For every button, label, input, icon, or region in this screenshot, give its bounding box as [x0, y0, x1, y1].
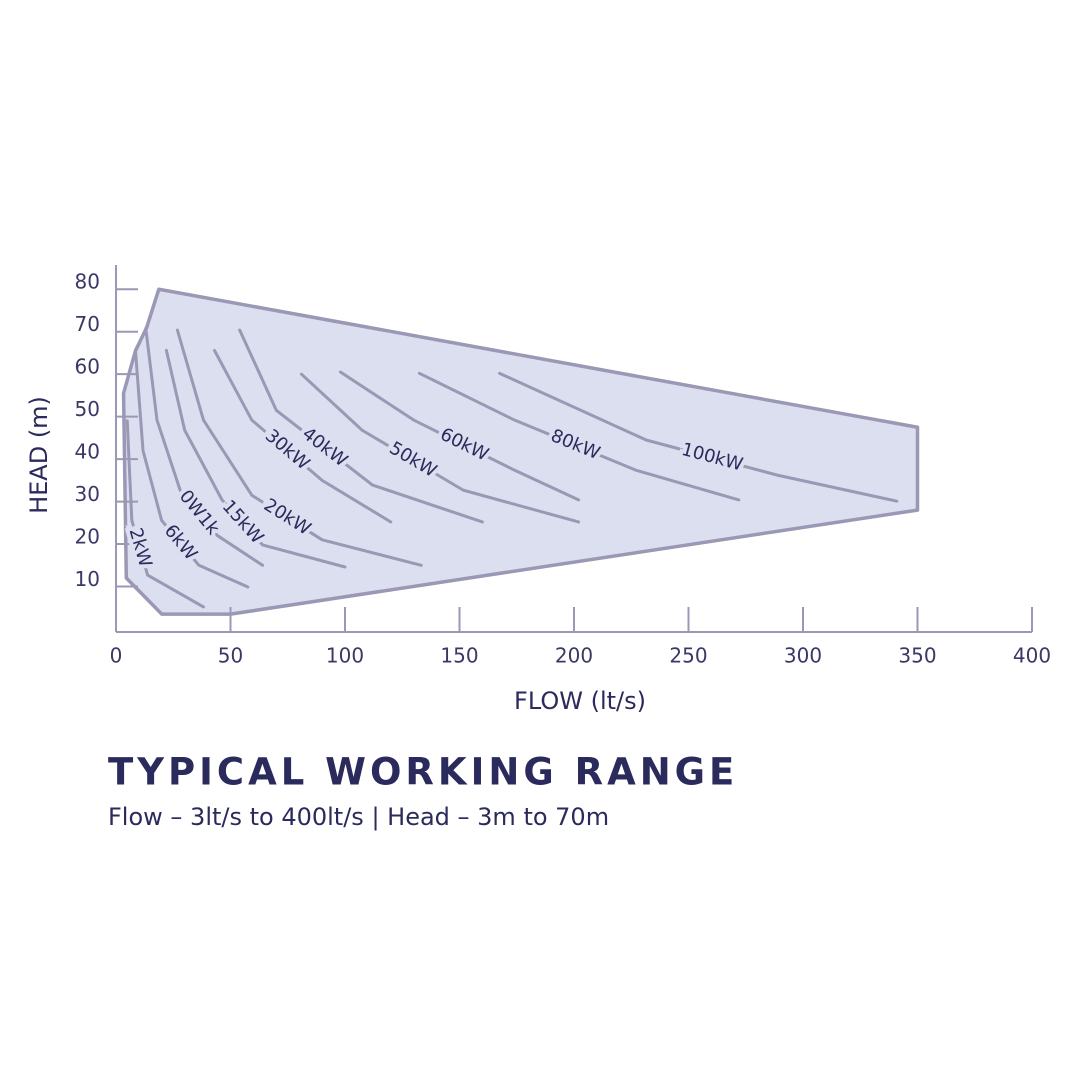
x-axis-label: FLOW (lt/s)	[514, 687, 646, 715]
x-tick-label: 0	[110, 644, 123, 668]
x-tick-label: 50	[218, 644, 243, 668]
x-tick-label: 100	[326, 644, 364, 668]
x-tick-label: 350	[898, 644, 936, 668]
x-tick-label: 200	[555, 644, 593, 668]
y-axis-label: HEAD (m)	[25, 396, 53, 514]
power-curve	[498, 371, 899, 503]
power-curve	[175, 328, 423, 567]
y-tick-label: 30	[75, 482, 100, 506]
power-curve	[417, 371, 741, 502]
y-tick-label: 40	[75, 440, 100, 464]
power-curve	[125, 419, 205, 609]
x-tick-label: 300	[784, 644, 822, 668]
power-curve	[164, 348, 347, 569]
y-tick-label: 50	[75, 397, 100, 421]
power-curve	[133, 348, 250, 589]
x-tick-label: 150	[440, 644, 478, 668]
power-curve	[299, 372, 581, 524]
power-curve	[338, 370, 581, 502]
power-curve	[238, 328, 484, 524]
x-tick-label: 400	[1013, 644, 1051, 668]
power-curve	[212, 348, 393, 524]
working-range-area	[121, 287, 920, 616]
y-tick-label: 80	[75, 270, 100, 294]
y-tick-label: 20	[75, 525, 100, 549]
y-tick-label: 70	[75, 312, 100, 336]
x-tick-label: 250	[669, 644, 707, 668]
y-tick-label: 10	[75, 567, 100, 591]
power-curve	[144, 326, 265, 567]
chart-subtitle: Flow – 3lt/s to 400lt/s | Head – 3m to 7…	[108, 803, 609, 831]
chart-title: TYPICAL WORKING RANGE	[108, 751, 738, 794]
y-tick-label: 60	[75, 355, 100, 379]
